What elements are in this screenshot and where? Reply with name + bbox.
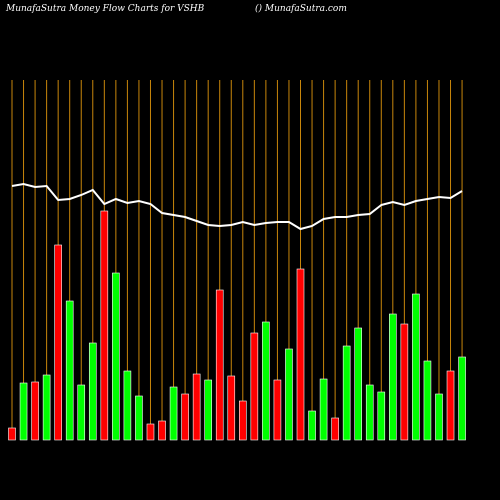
bar (389, 313, 397, 441)
bar (365, 384, 374, 441)
bar (100, 210, 109, 441)
chart-title: MunafaSutra Money Flow Charts for VSHB (5, 4, 205, 14)
bar (342, 345, 351, 441)
bar (123, 370, 132, 441)
bar (112, 272, 120, 441)
bar (285, 348, 293, 441)
bar (262, 321, 270, 441)
bar (42, 374, 51, 441)
bar (19, 382, 28, 441)
bar (400, 323, 409, 441)
bar (331, 417, 339, 441)
bar (250, 332, 259, 441)
chart-subtitle: () MunafaSutra.com (255, 3, 347, 14)
bar (423, 360, 432, 441)
bar (354, 327, 363, 441)
bar (215, 289, 224, 441)
bar (227, 375, 236, 441)
bar (54, 244, 62, 441)
bar (435, 393, 443, 441)
bar (204, 379, 212, 441)
bar (308, 410, 316, 441)
bar (412, 293, 420, 441)
bar (31, 381, 39, 441)
bar (8, 427, 16, 441)
bar (88, 342, 97, 441)
bar (169, 386, 178, 441)
bar (77, 384, 86, 441)
bar (446, 370, 455, 441)
bar (181, 393, 189, 441)
bar (377, 391, 386, 441)
bar (192, 373, 201, 441)
bar (146, 423, 155, 441)
bar (135, 395, 143, 441)
bar (158, 420, 166, 441)
bar (239, 400, 247, 441)
bar (319, 378, 328, 441)
bar (273, 379, 282, 441)
bar (458, 356, 466, 441)
line (11, 182, 463, 231)
bar (65, 300, 74, 441)
bar (296, 268, 305, 441)
